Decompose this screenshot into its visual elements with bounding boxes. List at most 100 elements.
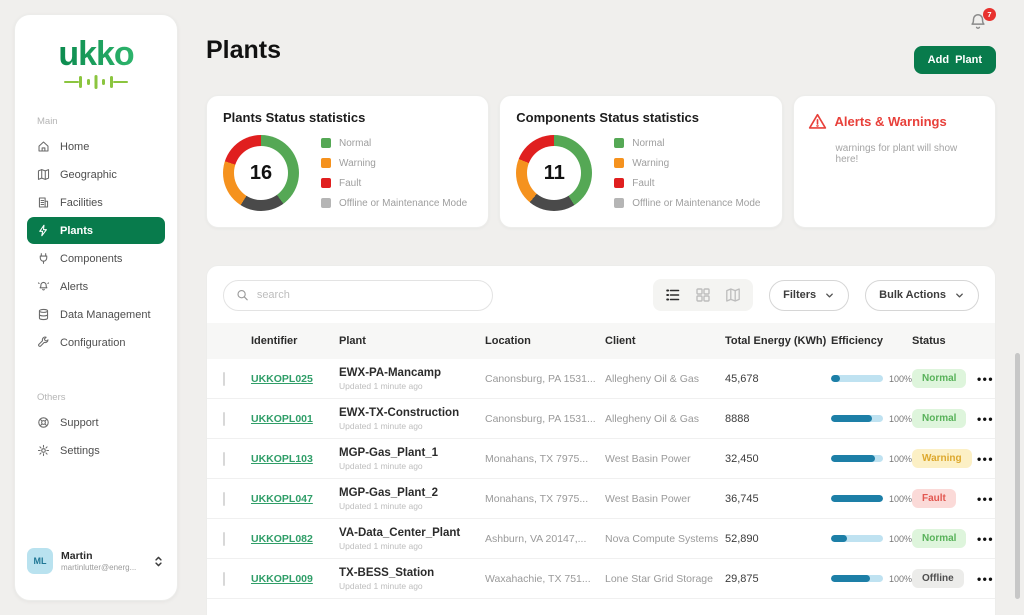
sidebar-item-label: Alerts <box>60 280 89 293</box>
total-energy-cell: 29,875 <box>725 572 759 585</box>
identifier-link[interactable]: UKKOPL009 <box>251 572 313 585</box>
total-energy-cell: 45,678 <box>725 372 759 385</box>
sidebar-item-label: Components <box>60 252 123 265</box>
status-cell: Normal <box>912 529 976 548</box>
sidebar-item-label: Support <box>60 416 99 429</box>
legend-item-normal: Normal <box>321 138 467 149</box>
main-content: Plants 7 Add Plant Plants Status statist… <box>206 0 997 615</box>
sidebar-item-plants[interactable]: Plants <box>27 217 165 244</box>
row-actions-button[interactable]: ••• <box>976 491 995 506</box>
alerts-warnings-card: Alerts & Warnings warnings for plant wil… <box>792 95 997 228</box>
identifier-link[interactable]: UKKOPL082 <box>251 532 313 545</box>
sidebar-item-data-management[interactable]: Data Management <box>27 301 165 328</box>
sidebar-item-settings[interactable]: Settings <box>27 437 165 464</box>
avatar: ML <box>27 548 53 574</box>
column-header-total-energy-kwh-: Total Energy (KWh) <box>725 335 827 347</box>
sidebar-item-label: Facilities <box>60 196 103 209</box>
client-cell: West Basin Power <box>605 492 691 505</box>
legend-label: Offline or Maintenance Mode <box>339 197 468 209</box>
client-cell: West Basin Power <box>605 452 691 465</box>
components-status-card: Components Status statistics 11 Normal Wa… <box>499 95 783 228</box>
efficiency-bar-fill <box>831 455 876 462</box>
logo: ukko <box>27 37 165 90</box>
row-checkbox[interactable] <box>223 531 225 546</box>
checkbox-cell <box>223 531 251 546</box>
row-checkbox[interactable] <box>223 491 225 506</box>
user-profile[interactable]: ML Martin martinlutter@energ... <box>27 548 165 574</box>
plant-name: TX-BESS_Station <box>339 566 435 579</box>
scrollbar[interactable] <box>1015 353 1020 599</box>
table-row: UKKOPL025 EWX-PA-Mancamp Updated 1 minute … <box>207 359 995 399</box>
row-actions-button[interactable]: ••• <box>976 531 995 546</box>
sidebar-item-geographic[interactable]: Geographic <box>27 161 165 188</box>
bulk-actions-button[interactable]: Bulk Actions <box>865 279 979 311</box>
notification-badge: 7 <box>983 8 996 21</box>
efficiency-bar <box>831 455 883 462</box>
checkbox-cell <box>223 371 251 386</box>
identifier-link[interactable]: UKKOPL001 <box>251 412 313 425</box>
plant-updated: Updated 1 minute ago <box>339 580 423 591</box>
client-cell: Lone Star Grid Storage <box>605 572 713 585</box>
map-view-icon[interactable] <box>725 287 741 303</box>
table-toolbar: Filters Bulk Actions <box>207 266 995 323</box>
row-checkbox[interactable] <box>223 371 225 386</box>
legend-swatch <box>614 138 625 148</box>
client-cell: Nova Compute Systems <box>605 532 719 545</box>
sidebar-item-label: Geographic <box>60 168 117 181</box>
status-badge: Normal <box>912 409 967 428</box>
sidebar-item-facilities[interactable]: Facilities <box>27 189 165 216</box>
legend-label: Normal <box>632 137 665 149</box>
identifier-cell: UKKOPL025 <box>251 373 339 385</box>
chevron-updown-icon <box>155 556 162 566</box>
efficiency-value: 100% <box>888 453 912 464</box>
grid-view-icon[interactable] <box>695 287 711 303</box>
filters-button[interactable]: Filters <box>769 279 850 311</box>
row-checkbox[interactable] <box>223 571 225 586</box>
plant-cell: EWX-TX-Construction Updated 1 minute ago <box>339 407 485 431</box>
row-checkbox[interactable] <box>223 451 225 466</box>
plant-cell: MGP-Gas_Plant_1 Updated 1 minute ago <box>339 447 485 471</box>
checkbox-cell <box>223 451 251 466</box>
plant-name: EWX-TX-Construction <box>339 406 460 419</box>
gear-icon <box>37 444 50 457</box>
identifier-cell: UKKOPL009 <box>251 573 339 585</box>
list-view-icon[interactable] <box>665 287 681 303</box>
plant-cell: EWX-PA-Mancamp Updated 1 minute ago <box>339 367 485 391</box>
row-actions-button[interactable]: ••• <box>976 371 995 386</box>
sidebar-item-configuration[interactable]: Configuration <box>27 329 165 356</box>
plant-cell: VA-Data_Center_Plant Updated 1 minute ago <box>339 527 485 551</box>
sidebar-item-label: Home <box>60 140 90 153</box>
identifier-link[interactable]: UKKOPL025 <box>251 372 313 385</box>
location-cell: Monahans, TX 7975... <box>485 492 589 505</box>
search-input[interactable] <box>256 289 480 301</box>
row-checkbox[interactable] <box>223 411 225 426</box>
identifier-link[interactable]: UKKOPL047 <box>251 492 313 505</box>
row-actions-button[interactable]: ••• <box>976 571 995 586</box>
table-row: UKKOPL001 EWX-TX-Construction Updated 1 mi… <box>207 399 995 439</box>
alarm-bell-icon <box>37 280 50 293</box>
add-plant-button[interactable]: Add Plant <box>913 46 996 74</box>
notification-bell[interactable]: 7 <box>968 8 996 38</box>
row-actions-button[interactable]: ••• <box>976 411 995 426</box>
donut-center-value: 11 <box>543 161 565 184</box>
identifier-link[interactable]: UKKOPL103 <box>251 452 313 465</box>
status-cell: Offline <box>912 569 976 588</box>
sidebar-item-components[interactable]: Components <box>27 245 165 272</box>
row-actions-button[interactable]: ••• <box>976 451 995 466</box>
status-cell: Fault <box>912 489 976 508</box>
sidebar-item-alerts[interactable]: Alerts <box>27 273 165 300</box>
table-row: UKKOPL009 TX-BESS_Station Updated 1 minute… <box>207 559 995 599</box>
donut-center-value: 16 <box>249 161 273 184</box>
sidebar-item-label: Settings <box>60 444 100 457</box>
status-badge: Normal <box>912 369 967 388</box>
legend-label: Warning <box>339 157 376 169</box>
efficiency-bar-fill <box>831 375 841 382</box>
sidebar-item-support[interactable]: Support <box>27 409 165 436</box>
legend-item-offline-or-maintenance-mode: Offline or Maintenance Mode <box>614 198 761 209</box>
plant-name: MGP-Gas_Plant_2 <box>339 486 439 499</box>
sidebar-item-home[interactable]: Home <box>27 133 165 160</box>
status-cards-row: Plants Status statistics 16 Normal Warnin… <box>206 95 997 228</box>
database-icon <box>37 308 50 321</box>
plant-updated: Updated 1 minute ago <box>339 500 423 511</box>
checkbox-cell <box>223 491 251 506</box>
